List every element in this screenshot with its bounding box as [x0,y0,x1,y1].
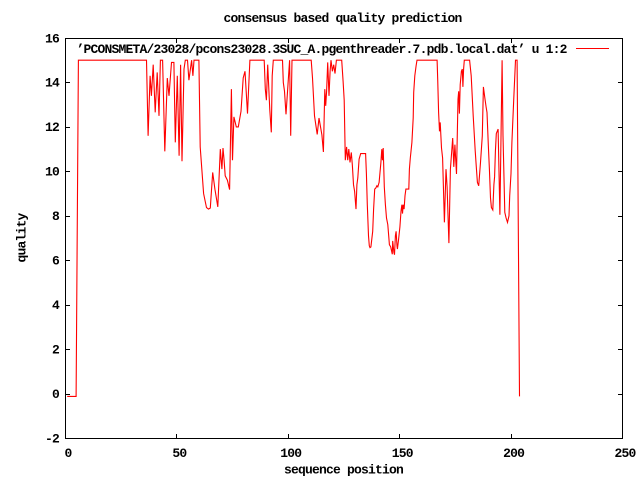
svg-text:6: 6 [52,254,60,269]
svg-text:0: 0 [52,387,60,402]
svg-text:8: 8 [52,209,60,224]
svg-text:200: 200 [503,446,525,461]
svg-text:sequence position: sequence position [284,463,404,478]
svg-text:0: 0 [64,446,72,461]
svg-text:10: 10 [45,165,60,180]
svg-text:12: 12 [45,120,60,135]
svg-text:14: 14 [45,76,60,91]
svg-text:4: 4 [52,298,60,313]
svg-text:consensus based quality predic: consensus based quality prediction [223,11,462,26]
svg-text:2: 2 [52,342,60,357]
svg-text:16: 16 [45,31,60,46]
svg-text:150: 150 [392,446,414,461]
svg-text:100: 100 [280,446,302,461]
svg-text:quality: quality [15,213,30,263]
svg-text:250: 250 [614,446,636,461]
svg-text:50: 50 [172,446,187,461]
svg-text:-2: -2 [45,431,60,446]
svg-text:’PCONSMETA/23028/pcons23028.3S: ’PCONSMETA/23028/pcons23028.3SUC_A.pgent… [77,42,568,57]
